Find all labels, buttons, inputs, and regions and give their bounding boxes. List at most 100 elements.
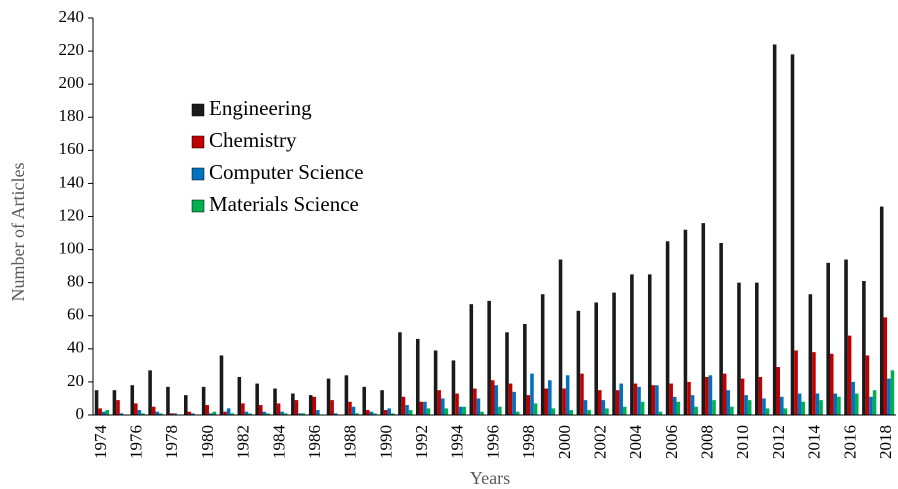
bar — [526, 395, 531, 415]
bar — [273, 388, 277, 415]
bar — [283, 413, 288, 415]
bar — [201, 386, 206, 415]
bar — [398, 332, 402, 415]
bar — [676, 401, 681, 415]
bar — [815, 393, 820, 415]
x-tick-label: 1988 — [341, 425, 360, 459]
bar — [722, 373, 727, 415]
bar — [344, 375, 349, 415]
bar — [533, 403, 538, 415]
bar — [819, 400, 823, 415]
bar — [887, 378, 891, 415]
bar — [316, 410, 320, 415]
bar — [790, 54, 795, 416]
y-tick-label: 160 — [59, 139, 85, 158]
x-tick-label: 2004 — [626, 425, 645, 460]
bar — [801, 401, 805, 415]
x-tick-label: 1986 — [305, 425, 324, 459]
bar — [726, 390, 731, 415]
bar — [469, 304, 474, 415]
bar — [248, 413, 252, 415]
legend-label: Chemistry — [209, 128, 297, 152]
bar — [597, 390, 602, 415]
bar — [423, 401, 427, 415]
y-tick-label: 80 — [67, 272, 84, 291]
bar — [869, 396, 873, 415]
x-tick-label: 2012 — [769, 425, 788, 459]
bar — [137, 410, 142, 415]
bar — [94, 390, 99, 415]
bar — [244, 411, 249, 415]
bar — [744, 395, 748, 415]
bar — [155, 411, 160, 415]
bar — [280, 411, 284, 415]
bar — [794, 350, 798, 415]
bar — [548, 380, 552, 415]
bar — [690, 395, 695, 415]
x-tick-label: 2000 — [555, 425, 574, 459]
bar — [647, 274, 652, 415]
x-tick-label: 1978 — [162, 425, 181, 459]
bar — [540, 294, 545, 415]
bar — [173, 413, 177, 415]
bar — [487, 300, 491, 415]
bar — [291, 393, 295, 415]
bar — [705, 376, 709, 415]
bar — [223, 411, 227, 415]
y-tick-label: 220 — [59, 40, 85, 59]
bar — [98, 408, 102, 415]
bar — [169, 413, 174, 415]
bar — [355, 413, 359, 415]
x-tick-label: 2016 — [840, 425, 859, 459]
bar — [134, 403, 138, 415]
bar — [637, 386, 641, 415]
bar — [187, 411, 192, 415]
bar — [130, 385, 135, 415]
bar — [765, 408, 770, 415]
bar — [476, 398, 481, 415]
bar — [191, 413, 195, 415]
bar — [630, 274, 634, 415]
bar — [387, 408, 392, 415]
bar — [762, 398, 766, 415]
bar — [369, 411, 374, 415]
bar — [473, 388, 477, 415]
bar — [808, 294, 813, 415]
bar — [373, 413, 377, 415]
bar — [105, 410, 110, 415]
legend-swatch — [191, 135, 205, 149]
bar — [872, 390, 877, 415]
bar — [797, 393, 802, 415]
x-tick-label: 2018 — [876, 425, 895, 459]
bar — [391, 413, 395, 415]
bar — [665, 241, 670, 415]
bar — [383, 410, 388, 415]
bar — [612, 292, 616, 415]
bar — [455, 393, 459, 415]
x-tick-label: 2006 — [662, 425, 681, 459]
bar — [862, 281, 866, 415]
bar — [119, 413, 124, 415]
x-axis-title: Years — [470, 468, 510, 488]
bar — [669, 383, 673, 415]
x-tick-label: 1998 — [519, 425, 538, 459]
bar — [255, 383, 259, 415]
bar — [619, 383, 623, 415]
y-tick-label: 180 — [59, 106, 85, 125]
x-tick-label: 1990 — [376, 425, 395, 459]
bar — [141, 413, 145, 415]
y-tick-label: 100 — [59, 238, 85, 257]
bar — [551, 408, 556, 415]
bar — [480, 411, 484, 415]
bar — [494, 385, 499, 415]
bar — [829, 353, 834, 415]
bar — [719, 242, 723, 415]
x-tick-label: 1982 — [234, 425, 253, 459]
bar — [890, 370, 895, 415]
bar — [308, 395, 313, 415]
bar — [419, 401, 424, 415]
y-tick-label: 120 — [59, 205, 85, 224]
bar — [655, 385, 659, 415]
bar — [437, 390, 441, 415]
bar — [615, 390, 620, 415]
